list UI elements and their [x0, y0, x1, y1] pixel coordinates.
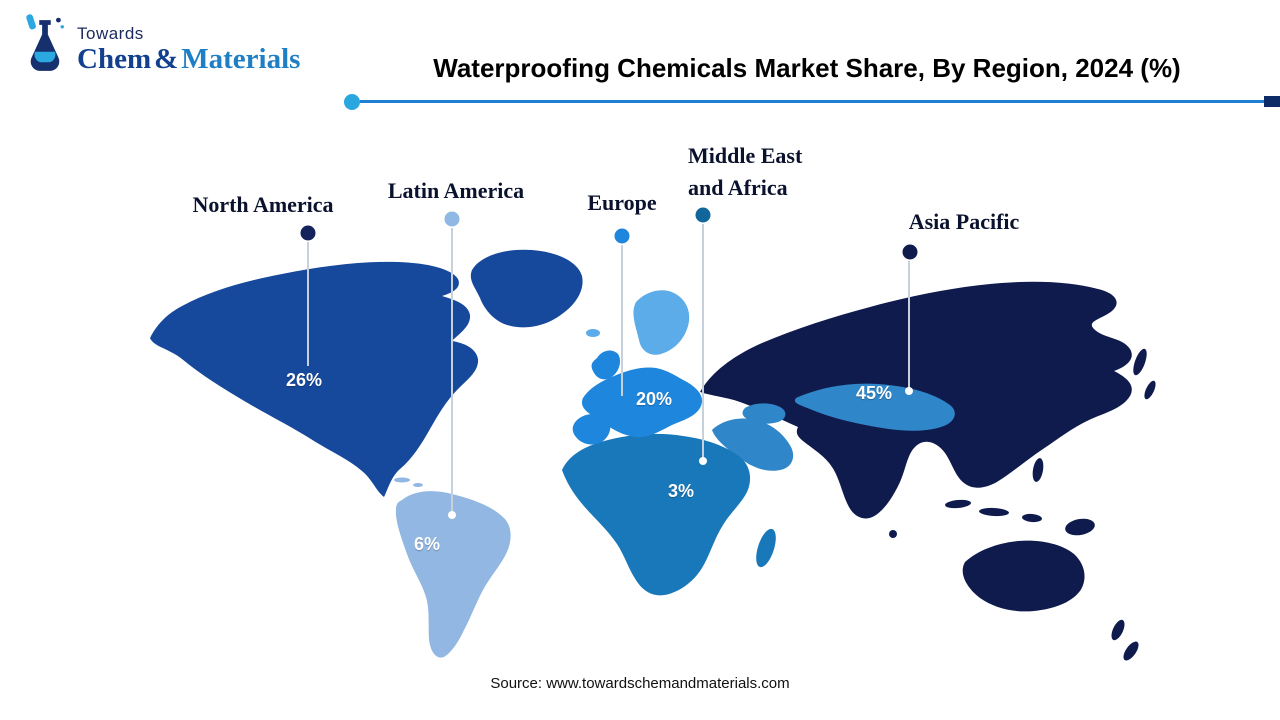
value-latin-america: 6%	[414, 534, 441, 554]
value-asia-pacific: 45%	[856, 383, 893, 403]
page-title: Waterproofing Chemicals Market Share, By…	[433, 53, 1181, 84]
label-middle-east-africa: Middle East and Africa	[688, 143, 803, 200]
logo-brand-line: Chem & Materials	[77, 44, 300, 74]
sri-lanka-shape	[889, 530, 897, 538]
arabia-shape	[712, 418, 794, 471]
indonesia-shape	[979, 507, 1009, 517]
greenland-shape	[470, 249, 583, 328]
label-north-america: North America	[192, 192, 334, 217]
logo-chem: Chem	[77, 43, 152, 75]
flask-liquid	[34, 51, 56, 63]
caribbean-shape	[413, 483, 423, 487]
turkey-shape	[742, 403, 786, 424]
label-latin-america: Latin America	[387, 178, 525, 203]
north-america-dot	[300, 225, 316, 241]
new-zealand-shape	[1111, 619, 1125, 641]
header-divider-dot	[344, 94, 360, 110]
flask-icon	[26, 14, 64, 71]
new-zealand-shape	[1123, 641, 1139, 661]
bubble	[56, 17, 61, 23]
latin-america-end-dot	[448, 511, 456, 519]
mea-dot	[695, 207, 711, 223]
japan-shape	[1133, 348, 1147, 376]
south-america-shape	[395, 491, 511, 658]
central-asia-shape	[794, 383, 955, 431]
north-america-shape	[150, 261, 479, 497]
scandinavia-shape	[633, 290, 690, 355]
uk-shape	[591, 350, 621, 380]
line-end-dots	[448, 387, 913, 519]
header-divider-line	[360, 100, 1280, 103]
japan-shape	[1144, 380, 1156, 400]
header-divider-end-cap	[1264, 96, 1280, 107]
region-north-america	[150, 249, 583, 497]
africa-shape	[562, 433, 751, 596]
europe-dot	[614, 228, 630, 244]
caribbean-shape	[394, 477, 410, 483]
logo-towards: Towards	[77, 24, 144, 43]
source-text: Source: www.towardschemandmaterials.com	[490, 675, 790, 692]
label-asia-pacific: Asia Pacific	[908, 209, 1020, 234]
region-europe	[572, 350, 703, 445]
indonesia-shape	[945, 499, 971, 509]
region-middle-east-africa	[562, 433, 776, 596]
philippines-shape	[1032, 458, 1044, 482]
value-europe: 20%	[636, 389, 673, 409]
region-europe-light	[586, 290, 690, 355]
iceland-shape	[586, 329, 600, 337]
brand-logo: Towards Chem & Materials	[22, 12, 300, 78]
region-mea-light-band	[712, 383, 955, 471]
mea-end-dot	[699, 457, 707, 465]
australia-shape	[962, 540, 1085, 612]
latin-america-dot	[444, 211, 460, 227]
leader-lines	[307, 224, 910, 512]
label-europe: Europe	[587, 190, 657, 215]
logo-materials: Materials	[181, 43, 301, 75]
brand-text: Towards Chem & Materials	[77, 12, 300, 74]
region-latin-america	[394, 477, 511, 658]
asia-pacific-dot	[902, 244, 918, 260]
indonesia-shape	[1022, 513, 1042, 523]
madagascar-shape	[756, 528, 776, 568]
bubble	[60, 25, 64, 29]
test-tube	[26, 14, 36, 30]
iberia-shape	[572, 414, 611, 445]
region-asia-pacific	[700, 281, 1156, 661]
new-guinea-shape	[1065, 518, 1095, 536]
value-middle-east-africa: 3%	[668, 481, 695, 501]
logo-amp: &	[154, 43, 179, 75]
europe-mainland-shape	[581, 367, 703, 438]
asia-pacific-end-dot	[905, 387, 913, 395]
value-north-america: 26%	[286, 370, 323, 390]
